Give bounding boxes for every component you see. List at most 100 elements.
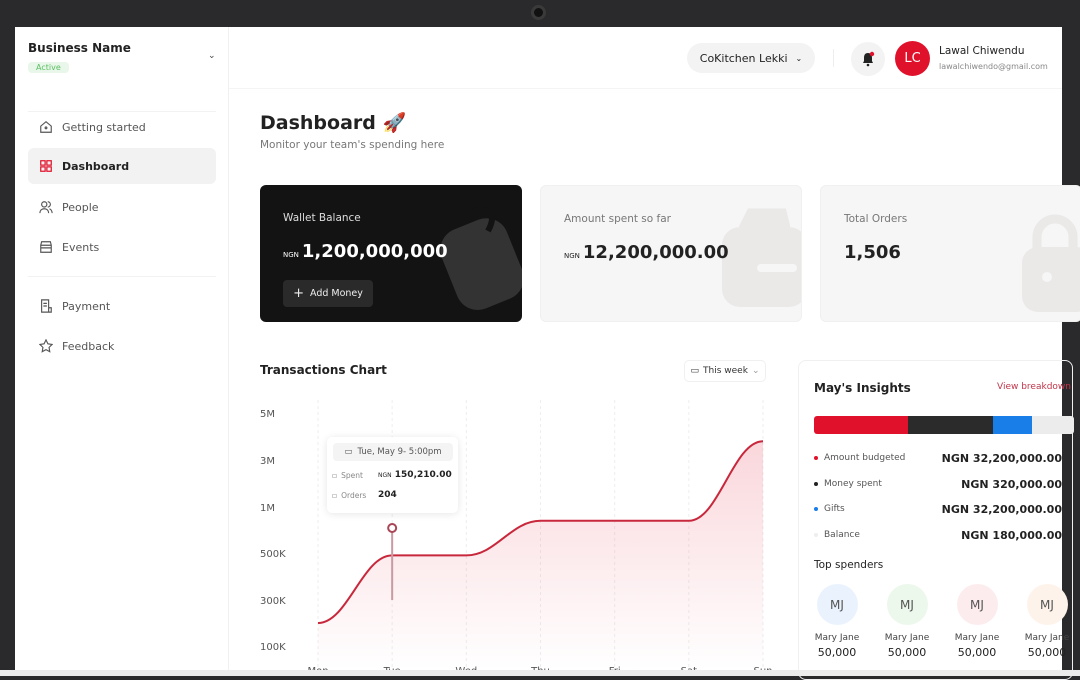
spender-amount: 50,000 — [887, 646, 927, 659]
calendar-icon: ▭ — [344, 447, 353, 457]
home-icon — [40, 121, 52, 133]
legend-dot — [814, 532, 818, 537]
legend-item: Amount budgeted — [814, 453, 905, 463]
y-tick-label: 100K — [260, 642, 286, 653]
top-bar: CoKitchen Lekki ⌄ LC Lawal Chiwendu lawal… — [229, 27, 1062, 89]
card-label: Wallet Balance — [283, 212, 361, 224]
amount: 12,200,000.00 — [582, 242, 729, 263]
store-icon — [40, 241, 52, 253]
label: Spent — [341, 471, 363, 480]
sidebar-item-dashboard[interactable]: Dashboard — [28, 148, 216, 184]
wallet-icon — [722, 205, 801, 307]
currency: NGN — [283, 251, 299, 259]
divider — [28, 276, 216, 277]
hover-marker[interactable] — [387, 523, 398, 533]
add-money-button[interactable]: + Add Money — [283, 280, 373, 307]
legend-dot — [814, 481, 818, 486]
spender-name: Mary Jane — [1024, 633, 1070, 643]
location-label: CoKitchen Lekki — [699, 51, 788, 65]
total-orders-card: Total Orders 1,506 — [820, 185, 1080, 322]
wallet-balance-card: Wallet Balance NGN 1,200,000,000 + Add Mon… — [260, 185, 522, 322]
card-value: NGN 1,200,000,000 — [283, 241, 448, 262]
spender-avatar: MJ — [1026, 584, 1068, 625]
period-label: This week — [703, 366, 748, 376]
sidebar: Business Name Active ⌄ Getting started D… — [15, 27, 229, 672]
card-value: 1,506 — [844, 242, 901, 263]
bag-icon — [1022, 214, 1080, 312]
plus-icon: + — [293, 286, 304, 301]
spender-item[interactable]: MJ Mary Jane 50,000 — [877, 584, 937, 659]
sidebar-item-label: Payment — [62, 299, 111, 313]
legend-item: Money spent — [814, 479, 882, 489]
grid-icon — [40, 160, 52, 172]
sidebar-item-events[interactable]: Events — [28, 229, 216, 265]
page-title: Dashboard 🚀 — [260, 112, 407, 134]
chevron-down-icon: ⌄ — [795, 53, 803, 63]
chart-title: Transactions Chart — [260, 363, 387, 377]
series-line — [317, 440, 764, 624]
bag-icon: ▫ — [332, 491, 338, 500]
divider — [28, 111, 216, 112]
y-tick-label: 5M — [260, 409, 275, 420]
user-email: lawalchiwendo@gmail.com — [939, 62, 1048, 71]
transactions-chart: 5M3M1M500K300K100KMonTueWedThuFriSatSun — [260, 400, 773, 676]
spender-amount: 50,000 — [817, 646, 857, 659]
status-badge: Active — [28, 62, 69, 73]
y-tick-label: 3M — [260, 456, 275, 467]
tooltip-spent-label: ▫ Spent — [332, 471, 363, 480]
spender-amount: 50,000 — [1027, 646, 1067, 659]
y-tick-label: 300K — [260, 596, 286, 607]
chevron-down-icon: ⌄ — [751, 366, 760, 376]
bell-icon — [863, 51, 875, 67]
avatar[interactable]: LC — [895, 41, 930, 76]
sidebar-item-feedback[interactable]: Feedback — [28, 328, 216, 364]
bar-segment — [993, 416, 1033, 434]
amount-spent-card: Amount spent so far NGN 12,200,000.00 — [540, 185, 802, 322]
legend-value: NGN 320,000.00 — [961, 477, 1062, 491]
tooltip-orders-label: ▫ Orders — [332, 491, 366, 500]
bottom-bezel — [0, 670, 1080, 676]
legend-label: Balance — [824, 529, 860, 540]
view-breakdown-link[interactable]: View breakdown — [997, 382, 1071, 392]
amount: 1,200,000,000 — [301, 241, 448, 262]
spender-item[interactable]: MJ Mary Jane 50,000 — [947, 584, 1007, 659]
divider — [833, 49, 834, 67]
chart-tooltip: ▭ Tue, May 9- 5:00pm ▫ Spent NGN 150,210.0… — [327, 437, 458, 513]
currency: NGN — [564, 252, 580, 260]
sidebar-item-payment[interactable]: Payment — [28, 288, 216, 324]
legend-label: Gifts — [824, 504, 845, 514]
spender-name: Mary Jane — [884, 633, 930, 643]
star-icon — [39, 339, 53, 353]
button-label: Add Money — [309, 288, 363, 299]
chevron-down-icon[interactable]: ⌄ — [208, 51, 216, 61]
spender-avatar: MJ — [816, 584, 858, 625]
business-switcher[interactable]: Business Name Active — [28, 41, 131, 74]
wallet-icon — [440, 206, 522, 310]
page-subtitle: Monitor your team's spending here — [260, 139, 445, 151]
money-icon: ▫ — [332, 471, 338, 480]
spender-avatar: MJ — [886, 584, 928, 625]
y-tick-label: 500K — [260, 549, 286, 560]
notifications-button[interactable] — [851, 42, 885, 76]
spender-amount: 50,000 — [957, 646, 997, 659]
sidebar-item-people[interactable]: People — [28, 189, 216, 225]
legend-dot — [814, 456, 818, 460]
tooltip-date: ▭ Tue, May 9- 5:00pm — [333, 443, 453, 461]
sidebar-item-label: Getting started — [62, 120, 146, 134]
spender-item[interactable]: MJ Mary Jane 50,000 — [1017, 584, 1077, 659]
sidebar-item-getting-started[interactable]: Getting started — [28, 109, 216, 145]
bar-segment — [1032, 416, 1074, 434]
top-spenders-title: Top spenders — [814, 559, 884, 571]
location-selector[interactable]: CoKitchen Lekki ⌄ — [687, 43, 815, 73]
business-name: Business Name — [28, 41, 131, 55]
label: Orders — [341, 491, 367, 500]
calendar-icon: ▭ — [690, 366, 700, 376]
user-name: Lawal Chiwendu — [939, 45, 1025, 57]
legend-item: Gifts — [814, 504, 845, 514]
camera — [531, 5, 546, 20]
period-selector[interactable]: ▭ This week ⌄ — [684, 360, 766, 382]
spender-avatar: MJ — [956, 584, 998, 625]
legend-label: Money spent — [824, 478, 882, 489]
amount: 150,210.00 — [394, 470, 452, 480]
spender-item[interactable]: MJ Mary Jane 50,000 — [807, 584, 867, 659]
